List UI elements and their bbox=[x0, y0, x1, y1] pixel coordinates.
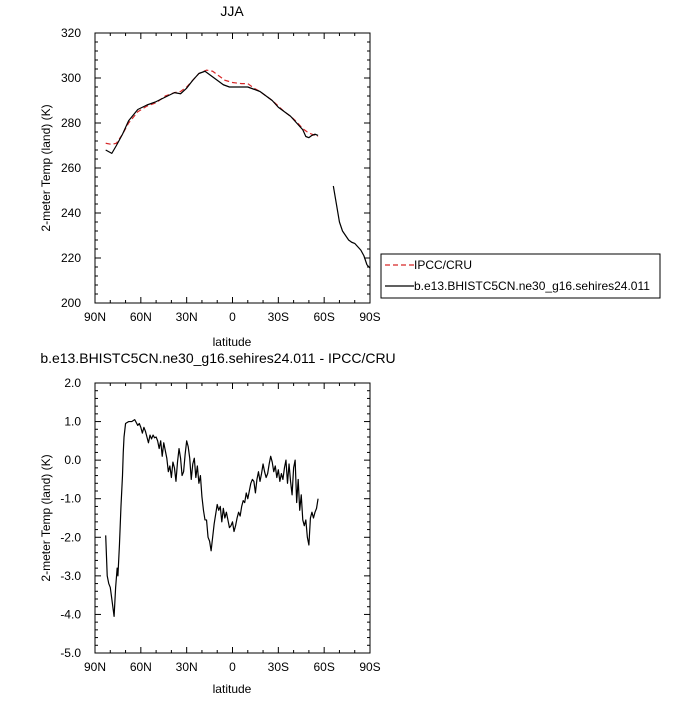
bottom-x-tick-label: 60S bbox=[313, 660, 334, 674]
legend: IPCC/CRU b.e13.BHISTC5CN.ne30_g16.sehire… bbox=[380, 253, 661, 299]
top-y-tick-label: 240 bbox=[61, 206, 81, 220]
bottom-x-tick-label: 0 bbox=[229, 660, 236, 674]
top-plot-frame bbox=[94, 32, 371, 304]
top-series-1-line-seg0 bbox=[105, 70, 319, 154]
top-x-axis-label: latitude bbox=[213, 335, 252, 349]
bottom-series-0-line bbox=[105, 419, 319, 617]
top-y-tick-label: 260 bbox=[61, 161, 81, 175]
top-y-axis-label: 2-meter Temp (land) (K) bbox=[39, 104, 53, 231]
legend-label-model: b.e13.BHISTC5CN.ne30_g16.sehires24.011 bbox=[414, 279, 650, 293]
legend-box bbox=[380, 253, 661, 299]
top-y-tick-label: 320 bbox=[61, 26, 81, 40]
bottom-x-axis-label: latitude bbox=[213, 682, 252, 696]
bottom-x-tick-label: 30N bbox=[176, 660, 198, 674]
bottom-y-tick-label: -5.0 bbox=[60, 646, 81, 660]
top-y-tick-label: 280 bbox=[61, 116, 81, 130]
bottom-chart-title: b.e13.BHISTC5CN.ne30_g16.sehires24.011 -… bbox=[40, 350, 395, 366]
top-series-0-line bbox=[105, 69, 319, 145]
legend-label-ipcc-cru: IPCC/CRU bbox=[414, 258, 472, 272]
bottom-y-tick-label: 2.0 bbox=[64, 376, 81, 390]
top-x-tick-label: 90N bbox=[84, 310, 106, 324]
bottom-y-tick-label: 0.0 bbox=[64, 453, 81, 467]
top-y-tick-label: 200 bbox=[61, 296, 81, 310]
top-x-tick-label: 0 bbox=[229, 310, 236, 324]
bottom-y-tick-label: -3.0 bbox=[60, 569, 81, 583]
bottom-plot: 90N 60N 30N 0 30S 60S 90S -5.0 -4.0 -3.0 -2.0 -1.0 0… bbox=[60, 376, 380, 674]
top-x-tick-label: 30N bbox=[176, 310, 198, 324]
bottom-x-tick-label: 90N bbox=[84, 660, 106, 674]
top-plot: 90N 60N 30N 0 30S 60S 90S 200 220 240 260 280 300 320 bbox=[61, 26, 381, 324]
top-x-tick-label: 60N bbox=[130, 310, 152, 324]
top-x-tick-label: 60S bbox=[313, 310, 334, 324]
bottom-y-axis-label: 2-meter Temp (land) (K) bbox=[39, 454, 53, 581]
top-y-tick-label: 300 bbox=[61, 71, 81, 85]
bottom-x-tick-label: 90S bbox=[359, 660, 380, 674]
bottom-y-tick-label: -1.0 bbox=[60, 492, 81, 506]
bottom-y-tick-label: -4.0 bbox=[60, 607, 81, 621]
top-x-tick-label: 30S bbox=[268, 310, 289, 324]
bottom-x-tick-label: 30S bbox=[268, 660, 289, 674]
top-y-tick-label: 220 bbox=[61, 251, 81, 265]
bottom-y-tick-label: 1.0 bbox=[64, 415, 81, 429]
plot-panels: 90N 60N 30N 0 30S 60S 90S 200 220 240 260 280 300 320… bbox=[60, 26, 380, 674]
top-x-tick-label: 90S bbox=[359, 310, 380, 324]
top-series-1-line-seg1 bbox=[332, 185, 371, 269]
top-chart-title: JJA bbox=[220, 3, 244, 19]
bottom-y-tick-label: -2.0 bbox=[60, 530, 81, 544]
bottom-x-tick-label: 60N bbox=[130, 660, 152, 674]
